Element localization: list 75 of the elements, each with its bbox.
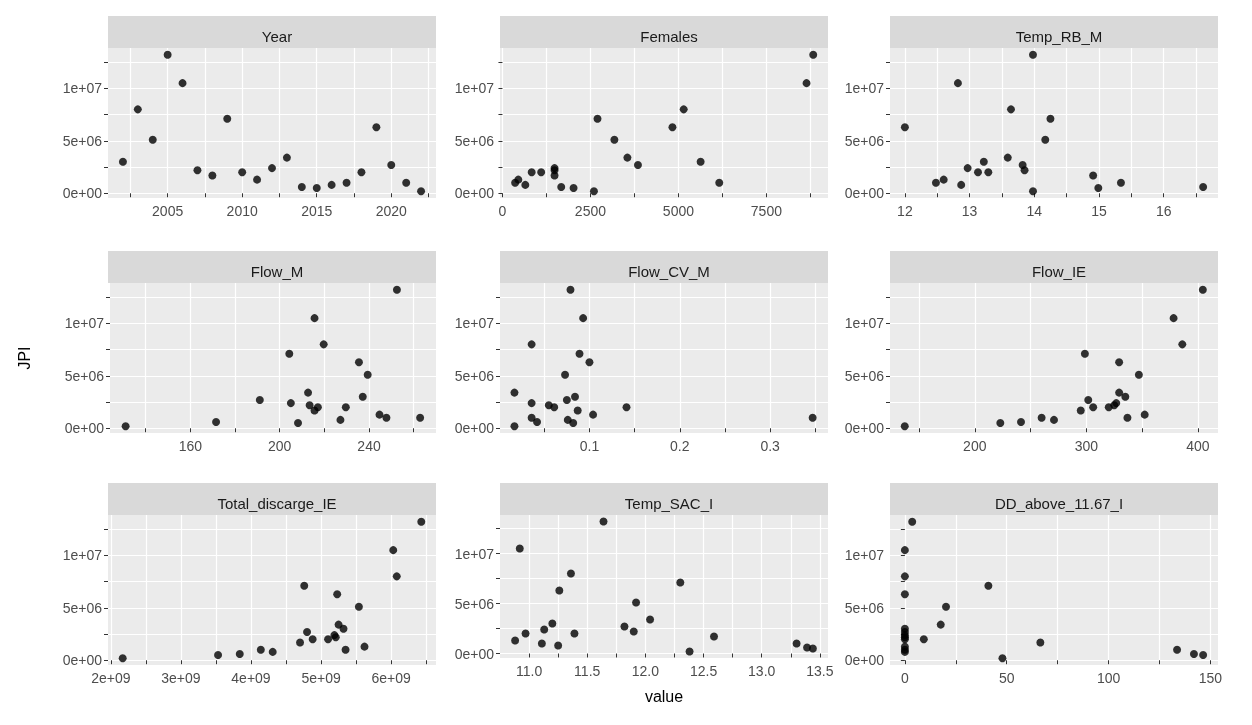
x-tick-label: 6e+09 [371,670,412,686]
x-tick-label: 13.5 [806,663,834,679]
y-tick-label: 5e+06 [844,132,885,149]
x-tick-label: 50 [998,670,1015,686]
x-tick-label: 160 [178,438,203,454]
x-tick-label: 200 [963,438,987,454]
x-tick-label: 0.2 [670,438,690,454]
y-tick-label: 0e+00 [844,652,885,669]
x-tick-label: 7500 [750,203,783,219]
x-tick-label: 2005 [152,203,184,219]
y-tick-label: 0e+00 [62,185,103,202]
y-tick-label: 1e+07 [454,315,495,332]
y-tick-label: 0e+00 [62,652,103,669]
x-tick-label: 0 [498,203,507,219]
y-tick-label: 0e+00 [454,185,495,202]
x-tick-label: 11.0 [515,663,543,679]
chart-title: Flow_CV_M [628,263,710,280]
x-tick-label: 150 [1198,670,1223,686]
x-tick-label: 2020 [375,203,408,219]
y-tick-label: 0e+00 [454,420,495,437]
y-tick-label: 1e+07 [844,315,885,332]
y-tick-label: 0e+00 [64,420,105,437]
x-tick-label: 11.5 [574,663,601,679]
y-tick-label: 5e+06 [844,599,885,616]
y-tick-label: 5e+06 [454,132,495,149]
x-tick-label: 2e+09 [91,670,131,686]
x-tick-label: 5000 [662,203,695,219]
y-tick-label: 1e+07 [454,80,495,97]
y-tick-label: 1e+07 [64,315,105,332]
chart-title: Temp_RB_M [1015,28,1103,45]
y-tick-label: 1e+07 [454,545,495,562]
y-tick-label: 0e+00 [844,420,885,437]
y-axis-title: JPI [15,346,33,370]
x-tick-label: 300 [1074,438,1099,454]
x-tick-label: 240 [357,438,381,454]
x-tick-label: 2015 [301,203,333,219]
x-tick-label: 12 [897,203,913,219]
chart-title: Year [261,28,293,45]
x-tick-label: 3e+09 [161,670,201,686]
y-tick-label: 1e+07 [62,547,103,564]
x-tick-label: 12.5 [689,663,718,679]
y-tick-label: 1e+07 [844,80,885,97]
x-tick-label: 12.0 [631,663,660,679]
x-tick-label: 16 [1155,203,1172,219]
y-tick-label: 0e+00 [844,185,885,202]
x-tick-label: 14 [1026,203,1043,219]
y-tick-label: 5e+06 [62,132,103,149]
y-tick-label: 1e+07 [844,547,885,564]
chart-title: Females [640,28,698,45]
x-tick-label: 0.1 [579,438,600,454]
y-tick-label: 5e+06 [64,367,105,384]
x-axis-title: value [644,687,684,705]
x-tick-label: 4e+09 [231,670,271,686]
x-tick-label: 5e+09 [301,670,341,686]
y-tick-label: 5e+06 [844,367,885,384]
x-tick-label: 15 [1091,203,1107,219]
y-tick-label: 5e+06 [454,595,495,612]
chart-title: Flow_IE [1031,263,1087,280]
x-tick-label: 2500 [574,203,607,219]
x-tick-label: 100 [1096,670,1121,686]
x-tick-label: 13 [961,203,978,219]
chart-title: Total_discarge_IE [217,495,337,512]
y-tick-label: 5e+06 [454,367,495,384]
y-tick-label: 5e+06 [62,599,103,616]
chart-title: Temp_SAC_I [624,495,714,512]
x-tick-label: 2010 [226,203,258,219]
y-tick-label: 0e+00 [454,645,495,662]
chart-title: DD_above_11.67_I [994,495,1124,512]
x-tick-label: 200 [268,438,292,454]
x-tick-label: 0 [900,670,909,686]
y-tick-label: 1e+07 [62,80,103,97]
x-tick-label: 400 [1186,438,1210,454]
chart-title: Flow_M [250,263,304,280]
x-tick-label: 13.0 [748,663,776,679]
x-tick-label: 0.3 [760,438,781,454]
